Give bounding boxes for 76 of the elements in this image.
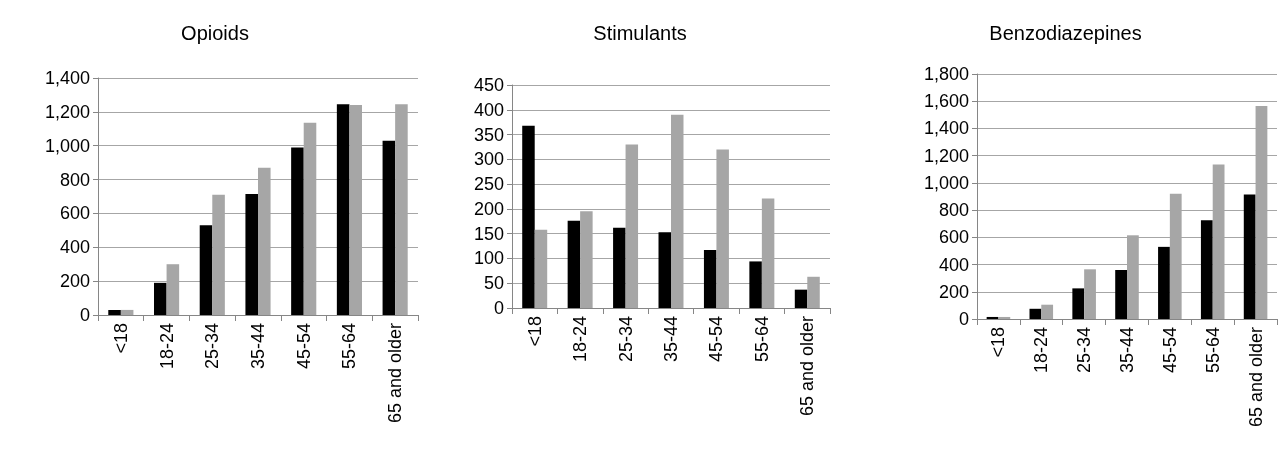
x-tick-label: 25-34: [202, 323, 223, 370]
x-tick-label: <18: [524, 316, 545, 347]
x-tick-label: 18-24: [156, 323, 177, 370]
chart-title: Opioids: [181, 22, 249, 44]
x-tick-label: 55-64: [339, 323, 360, 370]
x-tick-label: 25-34: [615, 316, 636, 363]
bar: [154, 282, 167, 315]
y-tick-label: 1,600: [923, 91, 969, 112]
y-tick-label: 800: [59, 169, 90, 190]
y-tick-label: 800: [938, 200, 969, 221]
bar: [658, 232, 671, 308]
y-tick-label: 1,400: [44, 68, 90, 88]
bar: [199, 225, 213, 315]
y-tick-label: 1,000: [923, 172, 969, 193]
bar: [567, 220, 581, 308]
y-tick-label: 400: [938, 254, 969, 275]
bar: [382, 140, 396, 315]
x-tick-label: 45-54: [706, 316, 727, 363]
bar: [1115, 270, 1127, 319]
y-tick-label: 0: [493, 298, 504, 318]
y-tick-label: 1,200: [923, 145, 969, 166]
x-tick-label: 65 and older: [797, 316, 818, 417]
y-tick-label: 1,000: [44, 135, 90, 156]
y-tick-label: 450: [473, 75, 504, 95]
y-tick-label: 400: [59, 237, 90, 258]
y-tick-label: 150: [473, 223, 504, 244]
bar: [703, 250, 717, 308]
bar: [749, 261, 762, 308]
x-tick-label: 45-54: [1159, 327, 1180, 374]
y-tick-label: 1,400: [923, 118, 969, 139]
bar: [336, 104, 350, 315]
x-tick-label: 55-64: [751, 316, 772, 363]
bar: [522, 125, 535, 308]
x-tick-label: 35-44: [661, 316, 681, 363]
y-tick-label: 400: [473, 99, 504, 120]
x-tick-label: 65 and older: [385, 323, 406, 424]
x-tick-label: 18-24: [1031, 327, 1052, 374]
y-tick-label: 1,200: [44, 101, 90, 122]
y-tick-label: 0: [79, 305, 90, 325]
bar: [120, 309, 134, 315]
y-tick-label: 1,800: [923, 64, 969, 84]
x-tick-label: 18-24: [570, 316, 591, 363]
y-tick-label: 200: [938, 281, 969, 302]
bar: [291, 147, 304, 315]
bar: [1158, 246, 1170, 319]
x-tick-label: 65 and older: [1245, 327, 1266, 428]
y-tick-label: 50: [483, 273, 504, 294]
y-tick-label: 300: [473, 149, 504, 170]
x-tick-label: 35-44: [1117, 327, 1137, 374]
x-tick-label: <18: [110, 323, 131, 354]
bar: [986, 316, 999, 319]
bar: [998, 316, 1011, 319]
y-tick-label: 200: [59, 271, 90, 292]
bar: [245, 193, 258, 315]
bar: [1029, 308, 1042, 319]
chart-title: Stimulants: [593, 22, 687, 44]
y-tick-label: 600: [59, 203, 90, 224]
bar: [1200, 220, 1213, 319]
y-tick-label: 100: [473, 248, 504, 269]
x-tick-label: 25-34: [1074, 327, 1095, 374]
bar: [1243, 194, 1256, 319]
bar: [794, 289, 808, 308]
chart-title: Benzodiazepines: [989, 22, 1142, 44]
x-tick-label: 35-44: [248, 323, 268, 370]
x-tick-label: 55-64: [1202, 327, 1223, 374]
bar: [613, 227, 626, 308]
x-tick-label: <18: [988, 327, 1009, 358]
x-tick-label: 45-54: [293, 323, 314, 370]
bar: [1072, 288, 1085, 319]
y-tick-label: 250: [473, 174, 504, 195]
y-tick-label: 0: [958, 309, 969, 329]
y-tick-label: 600: [938, 227, 969, 248]
y-tick-label: 200: [473, 198, 504, 219]
bar: [108, 309, 121, 315]
bar: [1041, 304, 1054, 319]
y-tick-label: 350: [473, 124, 504, 145]
